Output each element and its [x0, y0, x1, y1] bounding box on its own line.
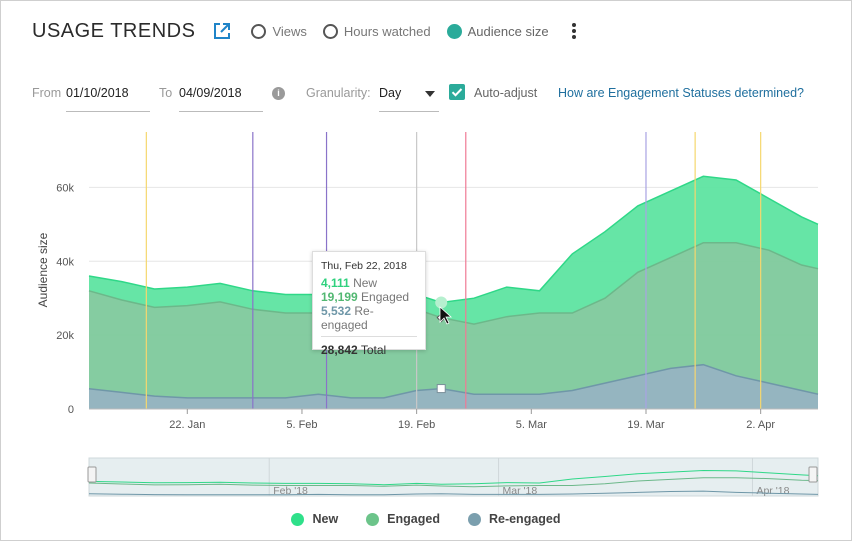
tooltip-value: 5,532	[321, 304, 352, 318]
chart-legend: New Engaged Re-engaged	[0, 512, 852, 526]
series-line	[88, 242, 819, 325]
legend-label: Engaged	[387, 512, 440, 526]
from-label: From	[32, 86, 62, 100]
granularity-label: Granularity:	[306, 86, 371, 100]
radio-dot	[251, 23, 267, 39]
granularity-value: Day	[379, 86, 402, 100]
checkmark-icon	[451, 88, 463, 97]
tooltip-row-new: 4,111 New	[321, 276, 417, 290]
granularity-select[interactable]: Day	[379, 80, 439, 112]
tooltip-label: Engaged	[361, 290, 410, 304]
cursor-icon	[439, 306, 453, 325]
info-icon[interactable]: i	[272, 87, 285, 100]
chevron-down-icon	[425, 91, 435, 97]
series-line	[88, 363, 819, 399]
tooltip-date: Thu, Feb 22, 2018	[321, 260, 407, 272]
metric-audience-radio[interactable]: Audience size	[446, 23, 549, 39]
from-date-input[interactable]: 01/10/2018	[66, 80, 150, 112]
legend-label: New	[312, 512, 339, 526]
metric-views-radio[interactable]: Views	[251, 23, 307, 39]
metric-label: Views	[272, 23, 307, 39]
page-title: USAGE TRENDS	[32, 19, 196, 42]
navigator-label: Apr '18	[756, 485, 789, 497]
tooltip-value: 4,111	[321, 276, 350, 290]
legend-swatch	[467, 512, 481, 526]
x-tick-label: 19. Feb	[398, 419, 435, 431]
x-tick-label: 2. Apr	[746, 419, 775, 431]
engagement-help-link[interactable]: How are Engagement Statuses determined?	[558, 86, 804, 100]
metric-label: Hours watched	[343, 23, 431, 39]
x-tick-label: 19. Mar	[627, 419, 665, 431]
filters-bar: From 01/10/2018 To 04/09/2018 i Granular…	[32, 80, 822, 112]
tooltip-label: Re-engaged	[321, 304, 374, 332]
tooltip-label: New	[353, 276, 378, 290]
radio-dot	[446, 23, 462, 39]
metric-label: Audience size	[467, 23, 549, 39]
legend-label: Re-engaged	[488, 512, 561, 526]
tooltip-row-engaged: 19,199 Engaged	[321, 290, 417, 304]
tooltip-value: 19,199	[321, 290, 358, 304]
x-tick-label: 5. Mar	[516, 419, 548, 431]
to-label: To	[159, 86, 173, 100]
radio-dot	[322, 23, 338, 39]
tooltip-total-label: Total	[360, 343, 387, 357]
tooltip-total: 28,842 Total	[321, 343, 417, 357]
y-tick-label: 0	[68, 404, 74, 416]
navigator-line	[88, 469, 819, 486]
metric-hours-radio[interactable]: Hours watched	[322, 23, 431, 39]
navigator-bg	[88, 457, 819, 497]
legend-item-engaged[interactable]: Engaged	[366, 512, 440, 526]
hover-marker	[435, 296, 448, 309]
auto-adjust-label: Auto-adjust	[474, 86, 538, 100]
navigator-label: Feb '18	[273, 485, 308, 497]
tooltip-row-reengaged: 5,532 Re-engaged	[321, 304, 417, 332]
legend-item-new[interactable]: New	[291, 512, 338, 526]
x-tick-label: 5. Feb	[286, 419, 317, 431]
external-link-icon[interactable]	[213, 22, 231, 40]
legend-item-reengaged[interactable]: Re-engaged	[467, 512, 561, 526]
y-tick-label: 60k	[56, 182, 74, 194]
tooltip-total-value: 28,842	[321, 343, 358, 357]
area-new	[89, 176, 818, 325]
navigator-line	[88, 490, 819, 496]
navigator-label: Mar '18	[503, 485, 538, 497]
y-tick-label: 20k	[56, 330, 74, 342]
x-tick-label: 22. Jan	[169, 419, 205, 431]
more-options-icon[interactable]	[569, 22, 579, 40]
y-axis-label: Audience size	[36, 232, 50, 307]
series-line	[88, 175, 819, 307]
legend-swatch	[291, 512, 305, 526]
legend-swatch	[366, 512, 380, 526]
to-date-input[interactable]: 04/09/2018	[179, 80, 263, 112]
header: USAGE TRENDS Views Hours watched Audienc…	[32, 18, 579, 44]
navigator-handle	[87, 466, 97, 483]
navigator-line	[88, 477, 819, 488]
navigator-handle	[808, 466, 818, 483]
hover-marker	[436, 384, 446, 394]
chart-tooltip: Thu, Feb 22, 2018 4,111 New 19,199 Engag…	[312, 251, 426, 357]
auto-adjust-checkbox[interactable]	[449, 84, 465, 100]
y-tick-label: 40k	[56, 256, 74, 268]
